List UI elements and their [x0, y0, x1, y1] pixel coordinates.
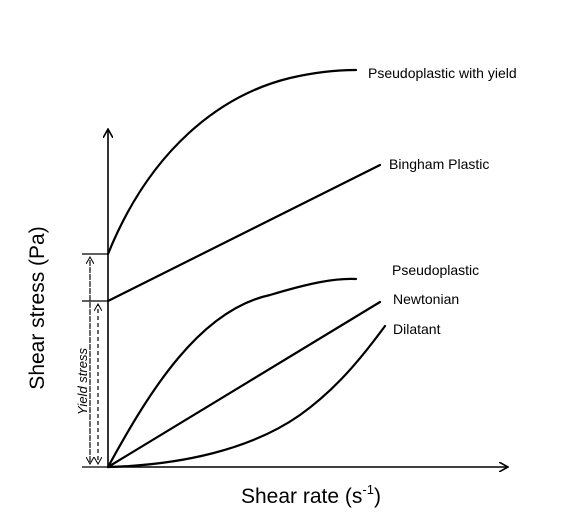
x-axis-label-superscript: -1 — [362, 482, 374, 497]
x-axis-label-close: ) — [374, 485, 381, 508]
y-axis-label: Shear stress (Pa) — [26, 226, 49, 389]
curve-dilatant — [106, 324, 387, 469]
label-dilatant: Dilatant — [393, 321, 441, 337]
x-axis-label-base: Shear rate (s — [241, 485, 362, 508]
yield-stress-label: Yield stress — [75, 348, 90, 415]
label-pseudoplastic-with-yield: Pseudoplastic with yield — [368, 65, 517, 81]
label-pseudoplastic: Pseudoplastic — [392, 262, 479, 278]
x-axis-label: Shear rate (s-1) — [241, 482, 381, 508]
curve-pseudoplastic — [106, 277, 358, 469]
curve-bingham-plastic — [106, 163, 382, 303]
curve-newtonian — [106, 300, 382, 469]
label-bingham-plastic: Bingham Plastic — [389, 156, 489, 172]
curve-pseudoplastic-with-yield — [106, 68, 358, 256]
label-newtonian: Newtonian — [393, 291, 459, 307]
